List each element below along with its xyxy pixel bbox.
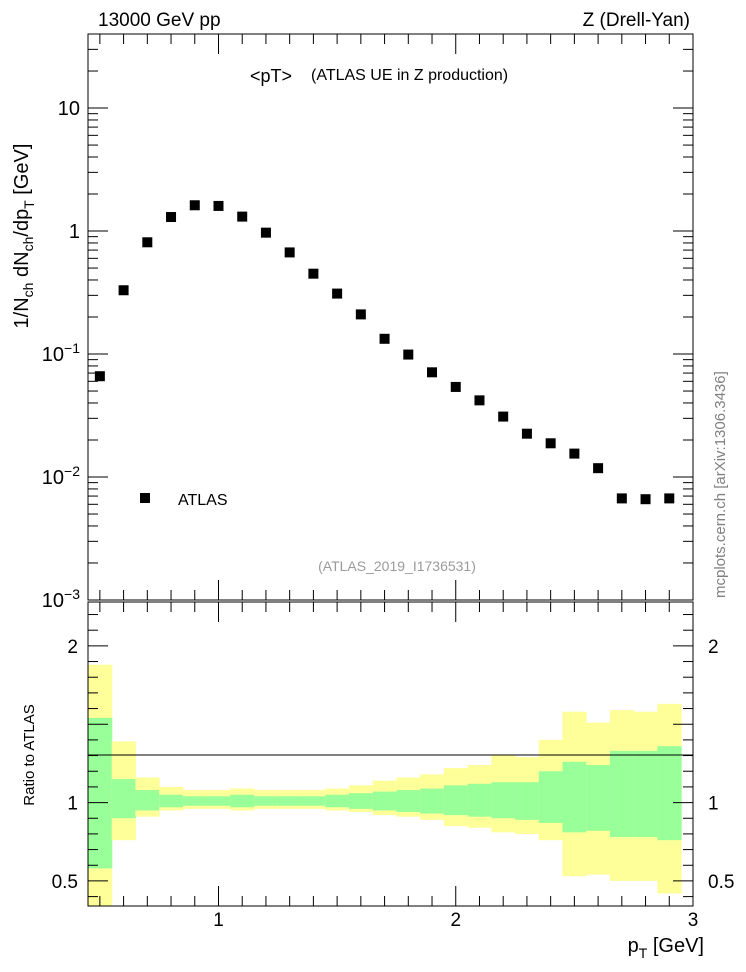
ratio-inner-band-bin bbox=[562, 761, 587, 833]
atlas-data-point bbox=[640, 494, 651, 505]
atlas-data-point bbox=[498, 411, 509, 422]
ratio-frame bbox=[87, 601, 694, 907]
atlas-data-point bbox=[142, 237, 153, 248]
atlas-data-point bbox=[474, 395, 485, 406]
main-title: <pT> bbox=[250, 66, 292, 86]
ratio-inner-band-bin bbox=[230, 794, 255, 808]
atlas-data-point bbox=[521, 428, 532, 439]
ratio-inner-band-bin bbox=[420, 788, 445, 814]
atlas-data-point bbox=[260, 227, 271, 238]
main-axis-ticks bbox=[88, 33, 694, 601]
main-y-tick-label: 10 bbox=[58, 98, 80, 120]
atlas-data-point bbox=[284, 247, 295, 258]
atlas-data-point bbox=[237, 211, 248, 222]
process-label: Z (Drell-Yan) bbox=[583, 10, 690, 31]
ratio-inner-band-bin bbox=[88, 717, 113, 869]
atlas-data-point bbox=[403, 349, 414, 360]
x-axis-title: pT [GeV] bbox=[628, 935, 704, 961]
legend-marker-atlas bbox=[140, 493, 150, 503]
main-panel: 10 1 10−1 10−2 10−3 <pT> (ATLAS UE in Z prod… bbox=[11, 33, 694, 612]
main-frame bbox=[87, 33, 694, 601]
ratio-inner-band-bin bbox=[159, 794, 184, 808]
main-y-tick-label: 10−3 bbox=[42, 586, 80, 612]
atlas-data-point bbox=[569, 448, 580, 459]
main-subtitle: (ATLAS UE in Z production) bbox=[311, 67, 508, 84]
atlas-data-point bbox=[166, 212, 177, 223]
atlas-data-point bbox=[593, 463, 604, 474]
atlas-data-point bbox=[427, 367, 438, 378]
legend-label-atlas: ATLAS bbox=[178, 492, 228, 509]
ratio-inner-band-bin bbox=[372, 791, 397, 811]
main-y-tick-label: 10−1 bbox=[42, 340, 80, 366]
side-label: mcplots.cern.ch [arXiv:1306.3436] bbox=[712, 371, 729, 598]
ratio-y-tick-label-right: 0.5 bbox=[708, 872, 734, 893]
ratio-inner-band-bin bbox=[467, 783, 492, 817]
atlas-data-point bbox=[379, 333, 390, 344]
atlas-data-point bbox=[545, 438, 556, 449]
ratio-inner-band-bin bbox=[277, 796, 303, 806]
atlas-data-point bbox=[332, 288, 343, 299]
ratio-inner-band-bin bbox=[348, 793, 374, 809]
x-tick-label: 2 bbox=[450, 910, 461, 931]
ratio-inner-band-bin bbox=[254, 796, 279, 806]
ratio-bands bbox=[88, 664, 682, 906]
main-y-axis-title: 1/Nch dNch/dpT [GeV] bbox=[11, 144, 37, 329]
ratio-y-tick-label-right: 1 bbox=[708, 794, 719, 815]
ratio-tick-labels: 1 2 3 2 2 1 1 0.5 0.5 bbox=[52, 637, 735, 931]
ratio-inner-band-bin bbox=[301, 796, 326, 806]
ratio-y-tick-label: 0.5 bbox=[52, 872, 78, 893]
main-y-tick-labels: 10 1 10−1 10−2 10−3 bbox=[42, 98, 80, 612]
atlas-data-point bbox=[616, 493, 627, 504]
x-tick-label: 3 bbox=[688, 910, 699, 931]
ratio-inner-band-bin bbox=[538, 771, 564, 823]
main-y-tick-label: 10−2 bbox=[42, 463, 80, 489]
ratio-inner-band-bin bbox=[325, 794, 350, 808]
main-data-points bbox=[94, 200, 675, 505]
atlas-data-point bbox=[664, 493, 675, 504]
ratio-panel: 1 2 3 2 2 1 1 0.5 0.5 Ratio to ATLAS pT [GeV] bbox=[21, 601, 735, 961]
x-tick-label: 1 bbox=[213, 910, 224, 931]
atlas-data-point bbox=[308, 268, 319, 279]
ratio-inner-band-bin bbox=[609, 750, 635, 838]
ratio-axis-ticks bbox=[88, 602, 694, 906]
ratio-y-axis-title: Ratio to ATLAS bbox=[21, 704, 38, 805]
analysis-watermark: (ATLAS_2019_I1736531) bbox=[318, 558, 476, 574]
atlas-data-point bbox=[118, 285, 129, 296]
ratio-y-tick-label: 2 bbox=[67, 637, 78, 658]
ratio-inner-band-bin bbox=[515, 782, 540, 820]
atlas-data-point bbox=[355, 309, 366, 320]
atlas-data-point bbox=[189, 200, 200, 211]
atlas-data-point bbox=[94, 371, 105, 382]
ratio-inner-band-bin bbox=[206, 796, 231, 806]
ratio-inner-band-bin bbox=[111, 779, 136, 819]
ratio-inner-band-bin bbox=[443, 785, 469, 816]
ratio-inner-band-bin bbox=[657, 746, 682, 841]
ratio-inner-band-bin bbox=[182, 796, 208, 806]
ratio-y-tick-label: 1 bbox=[67, 794, 78, 815]
energy-label: 13000 GeV pp bbox=[98, 10, 221, 31]
ratio-inner-band-bin bbox=[633, 750, 658, 838]
ratio-y-tick-label-right: 2 bbox=[708, 637, 719, 658]
atlas-data-point bbox=[213, 200, 224, 211]
main-y-tick-label: 1 bbox=[69, 221, 80, 243]
ratio-inner-band-bin bbox=[491, 782, 516, 819]
ratio-inner-band-bin bbox=[586, 764, 611, 831]
atlas-data-point bbox=[450, 381, 461, 392]
ratio-inner-band-bin bbox=[135, 790, 160, 811]
ratio-inner-band-bin bbox=[396, 790, 421, 812]
